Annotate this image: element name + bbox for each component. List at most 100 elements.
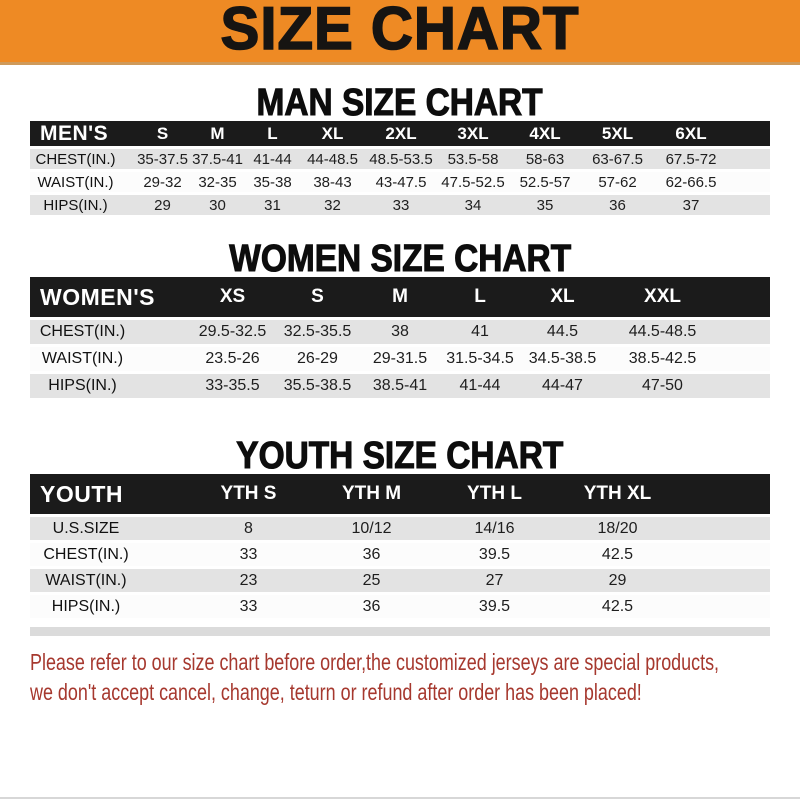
column-header: 3XL <box>437 121 509 149</box>
row-label: WAIST(IN.) <box>30 569 187 595</box>
table-row: WAIST(IN.) 23 25 27 29 <box>30 569 770 595</box>
cell-value: 35-37.5 <box>135 149 190 172</box>
cell-value: 32-35 <box>190 172 245 195</box>
spacer-cell <box>728 172 770 195</box>
cell-value: 33 <box>187 543 310 569</box>
table-row: CHEST(IN.) 35-37.5 37.5-41 41-44 44-48.5 48.5… <box>30 149 770 172</box>
table-corner-label: YOUTH <box>30 474 187 517</box>
cell-value: 52.5-57 <box>509 172 581 195</box>
column-header: L <box>245 121 300 149</box>
cell-value: 34 <box>437 195 509 218</box>
row-label: HIPS(IN.) <box>30 195 135 218</box>
cell-value: 38-43 <box>300 172 365 195</box>
table-row: WAIST(IN.) 29-32 32-35 35-38 38-43 43-47.5 47.… <box>30 172 770 195</box>
cell-value: 36 <box>310 595 433 621</box>
cell-value: 25 <box>310 569 433 595</box>
column-header: XL <box>300 121 365 149</box>
cell-value: 30 <box>190 195 245 218</box>
column-header: XXL <box>605 277 720 320</box>
row-label: CHEST(IN.) <box>30 543 187 569</box>
column-header: S <box>135 121 190 149</box>
cell-value: 31.5-34.5 <box>440 347 520 374</box>
table-row: U.S.SIZE 8 10/12 14/16 18/20 <box>30 517 770 543</box>
cell-value: 23 <box>187 569 310 595</box>
column-header: S <box>275 277 360 320</box>
row-label: CHEST(IN.) <box>30 320 190 347</box>
note-line-1: Please refer to our size chart before or… <box>30 649 720 675</box>
table-row: WAIST(IN.) 23.5-26 26-29 29-31.5 31.5-34.5 34… <box>30 347 770 374</box>
cell-value: 53.5-58 <box>437 149 509 172</box>
cell-value: 43-47.5 <box>365 172 437 195</box>
cell-value: 35.5-38.5 <box>275 374 360 401</box>
cell-value: 33 <box>365 195 437 218</box>
cell-value: 29-31.5 <box>360 347 440 374</box>
men-size-table: MEN'S S M L XL 2XL 3XL 4XL 5XL 6XL CHEST(IN.) 35-3… <box>30 121 770 218</box>
spacer-cell <box>679 595 770 621</box>
table-corner-label: WOMEN'S <box>30 277 190 320</box>
cell-value: 35 <box>509 195 581 218</box>
cell-value: 44-48.5 <box>300 149 365 172</box>
column-header: 6XL <box>654 121 728 149</box>
table-row: HIPS(IN.) 33-35.5 35.5-38.5 38.5-41 41-44 44-… <box>30 374 770 401</box>
women-size-table: WOMEN'S XS S M L XL XXL CHEST(IN.) 29.5-32.5 32.… <box>30 277 770 401</box>
row-label: U.S.SIZE <box>30 517 187 543</box>
cell-value: 44.5 <box>520 320 605 347</box>
men-section-heading: MAN SIZE CHART <box>0 83 800 122</box>
cell-value: 27 <box>433 569 556 595</box>
cell-value: 37.5-41 <box>190 149 245 172</box>
cell-value: 62-66.5 <box>654 172 728 195</box>
cell-value: 37 <box>654 195 728 218</box>
spacer-cell <box>679 543 770 569</box>
table-row: HIPS(IN.) 33 36 39.5 42.5 <box>30 595 770 621</box>
youth-section-heading-text: YOUTH SIZE CHART <box>236 435 564 477</box>
table-row: CHEST(IN.) 33 36 39.5 42.5 <box>30 543 770 569</box>
column-header: M <box>190 121 245 149</box>
header-row: MEN'S S M L XL 2XL 3XL 4XL 5XL 6XL <box>30 121 770 149</box>
row-label: HIPS(IN.) <box>30 374 190 401</box>
spacer-cell <box>679 517 770 543</box>
spacer-cell <box>720 277 770 320</box>
cell-value: 33 <box>187 595 310 621</box>
cell-value: 44.5-48.5 <box>605 320 720 347</box>
youth-section-heading: YOUTH SIZE CHART <box>0 435 800 477</box>
women-section-heading-text: WOMEN SIZE CHART <box>229 238 572 280</box>
women-section-heading: WOMEN SIZE CHART <box>0 238 800 280</box>
row-label: CHEST(IN.) <box>30 149 135 172</box>
column-header: YTH M <box>310 474 433 517</box>
cell-value: 39.5 <box>433 543 556 569</box>
cell-value: 38 <box>360 320 440 347</box>
table-row: CHEST(IN.) 29.5-32.5 32.5-35.5 38 41 44.5 44.5… <box>30 320 770 347</box>
column-header: 4XL <box>509 121 581 149</box>
youth-table-end-divider <box>30 627 770 636</box>
spacer-cell <box>720 347 770 374</box>
cell-value: 41-44 <box>245 149 300 172</box>
cell-value: 31 <box>245 195 300 218</box>
cell-value: 57-62 <box>581 172 654 195</box>
table-corner-label: MEN'S <box>30 121 135 149</box>
cell-value: 33-35.5 <box>190 374 275 401</box>
note-line-2: we don't accept cancel, change, teturn o… <box>30 679 642 705</box>
cell-value: 38.5-42.5 <box>605 347 720 374</box>
column-header: XL <box>520 277 605 320</box>
cell-value: 36 <box>581 195 654 218</box>
column-header: YTH XL <box>556 474 679 517</box>
spacer-cell <box>728 121 770 149</box>
row-label: HIPS(IN.) <box>30 595 187 621</box>
cell-value: 41 <box>440 320 520 347</box>
cell-value: 58-63 <box>509 149 581 172</box>
cell-value: 36 <box>310 543 433 569</box>
spacer-cell <box>679 569 770 595</box>
column-header: XS <box>190 277 275 320</box>
row-label: WAIST(IN.) <box>30 347 190 374</box>
header-row: YOUTH YTH S YTH M YTH L YTH XL <box>30 474 770 517</box>
cell-value: 35-38 <box>245 172 300 195</box>
cell-value: 38.5-41 <box>360 374 440 401</box>
column-header: M <box>360 277 440 320</box>
cell-value: 67.5-72 <box>654 149 728 172</box>
cell-value: 23.5-26 <box>190 347 275 374</box>
cell-value: 29 <box>135 195 190 218</box>
banner-title: SIZE CHART <box>220 0 580 62</box>
cell-value: 44-47 <box>520 374 605 401</box>
table-row: HIPS(IN.) 29 30 31 32 33 34 35 36 37 <box>30 195 770 218</box>
